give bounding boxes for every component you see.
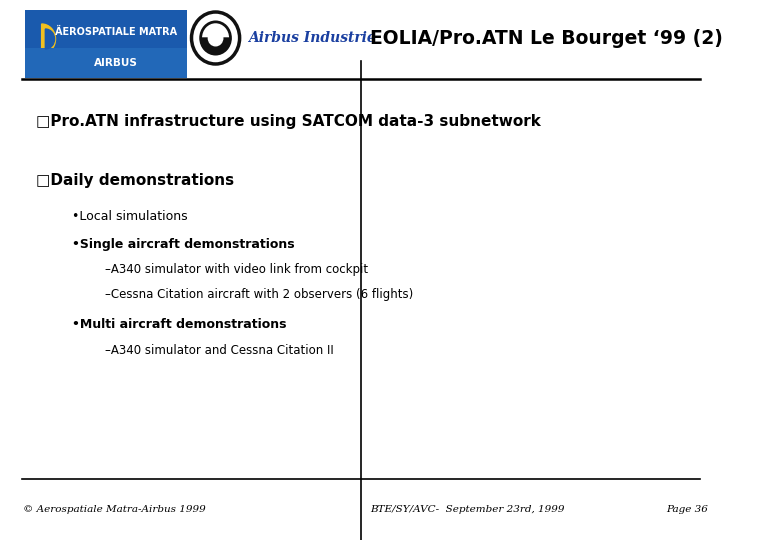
- Text: –A340 simulator with video link from cockpit: –A340 simulator with video link from coc…: [105, 264, 367, 276]
- Wedge shape: [200, 38, 230, 54]
- Bar: [25, 10, 187, 68]
- Text: BTE/SY/AVC-  September 23rd, 1999: BTE/SY/AVC- September 23rd, 1999: [370, 505, 565, 514]
- Text: © Aerospatiale Matra-Airbus 1999: © Aerospatiale Matra-Airbus 1999: [23, 505, 206, 514]
- Text: –A340 simulator and Cessna Citation II: –A340 simulator and Cessna Citation II: [105, 345, 333, 357]
- Text: –Cessna Citation aircraft with 2 observers (6 flights): –Cessna Citation aircraft with 2 observe…: [105, 288, 413, 301]
- Wedge shape: [45, 29, 55, 49]
- Text: •Single aircraft demonstrations: •Single aircraft demonstrations: [73, 238, 295, 251]
- Text: Page 36: Page 36: [666, 505, 708, 514]
- Text: EOLIA/Pro.ATN Le Bourget ‘99 (2): EOLIA/Pro.ATN Le Bourget ‘99 (2): [370, 29, 723, 48]
- Text: •Multi aircraft demonstrations: •Multi aircraft demonstrations: [73, 318, 287, 330]
- Text: Airbus Industrie: Airbus Industrie: [248, 31, 376, 45]
- Wedge shape: [41, 24, 55, 54]
- Text: ÄEROSPATIALE MATRA: ÄEROSPATIALE MATRA: [55, 27, 177, 37]
- Text: □Pro.ATN infrastructure using SATCOM data-3 subnetwork: □Pro.ATN infrastructure using SATCOM dat…: [36, 114, 541, 129]
- Bar: [25, 48, 187, 78]
- Text: □Daily demonstrations: □Daily demonstrations: [36, 173, 234, 188]
- Text: AIRBUS: AIRBUS: [94, 58, 137, 68]
- Text: •Local simulations: •Local simulations: [73, 210, 188, 222]
- Circle shape: [208, 30, 223, 46]
